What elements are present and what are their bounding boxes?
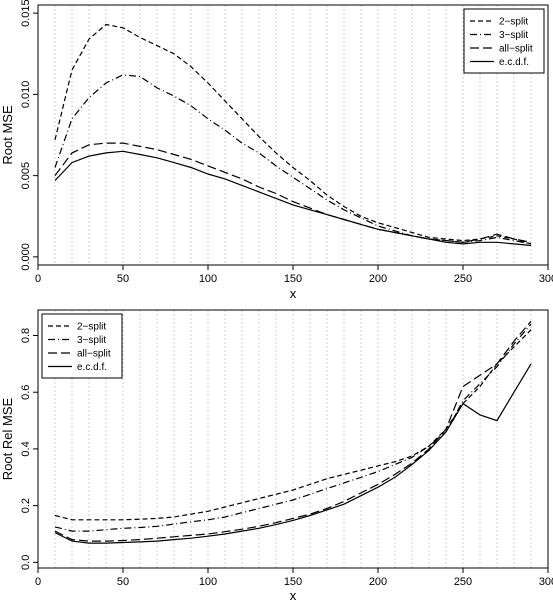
legend-label: 2−split: [499, 17, 528, 28]
legend-box: [463, 8, 545, 74]
x-tick-label: 150: [284, 576, 302, 588]
y-tick-label: 0.015: [20, 0, 32, 27]
x-axis-title: x: [290, 286, 297, 301]
x-tick-label: 200: [369, 273, 387, 285]
y-tick-label: 0.6: [20, 385, 32, 400]
series-line-3: [54, 142, 532, 243]
series-line-2: [54, 74, 532, 245]
x-tick-label: 150: [284, 273, 302, 285]
legend-label: all−split: [499, 44, 533, 55]
x-tick-label: 50: [117, 576, 129, 588]
x-tick-label: 50: [117, 273, 129, 285]
x-tick-label: 300: [539, 576, 553, 588]
x-tick-label: 250: [454, 576, 472, 588]
x-tick-label: 100: [199, 576, 217, 588]
x-tick-label: 0: [35, 576, 41, 588]
series-line-3: [54, 320, 532, 542]
y-tick-label: 0.2: [20, 498, 32, 513]
series-line-1: [54, 23, 532, 245]
y-tick-label: 0.0: [20, 555, 32, 570]
x-tick-label: 300: [539, 273, 553, 285]
legend: 2−split 3−split all−split e.c.d.f.: [463, 8, 545, 74]
chart-panel-2: 0 50 100 150 200 250 300 0.0 0.2 0.4 0.6 0.8 x Root R…: [0, 309, 553, 603]
x-axis-title: x: [290, 588, 297, 603]
legend: 2−split 3−split all−split e.c.d.f.: [41, 313, 123, 379]
y-tick-label: 0.005: [20, 162, 32, 190]
y-tick-label: 0.4: [20, 441, 32, 456]
x-tick-label: 250: [454, 273, 472, 285]
y-tick-label: 0.8: [20, 328, 32, 343]
y-tick-label: 0.010: [20, 81, 32, 109]
x-tick-label: 0: [35, 273, 41, 285]
y-axis-title: Root Rel MSE: [0, 397, 15, 480]
legend-label: all−split: [77, 349, 111, 360]
x-tick-label: 100: [199, 273, 217, 285]
y-tick-label: 0.000: [20, 243, 32, 271]
legend-label: 3−split: [499, 30, 528, 41]
legend-box: [41, 313, 123, 379]
legend-label: 2−split: [77, 322, 106, 333]
legend-label: e.c.d.f.: [499, 57, 529, 68]
series-line-4: [54, 150, 532, 247]
legend-label: 3−split: [77, 335, 106, 346]
chart-panel-1: 0 50 100 150 200 250 300 0.000 0.005 0.010 0.015 x R…: [0, 0, 553, 301]
series-line-4: [54, 363, 532, 544]
legend-label: e.c.d.f.: [77, 362, 107, 373]
x-tick-label: 200: [369, 576, 387, 588]
y-axis-title: Root MSE: [0, 105, 15, 165]
